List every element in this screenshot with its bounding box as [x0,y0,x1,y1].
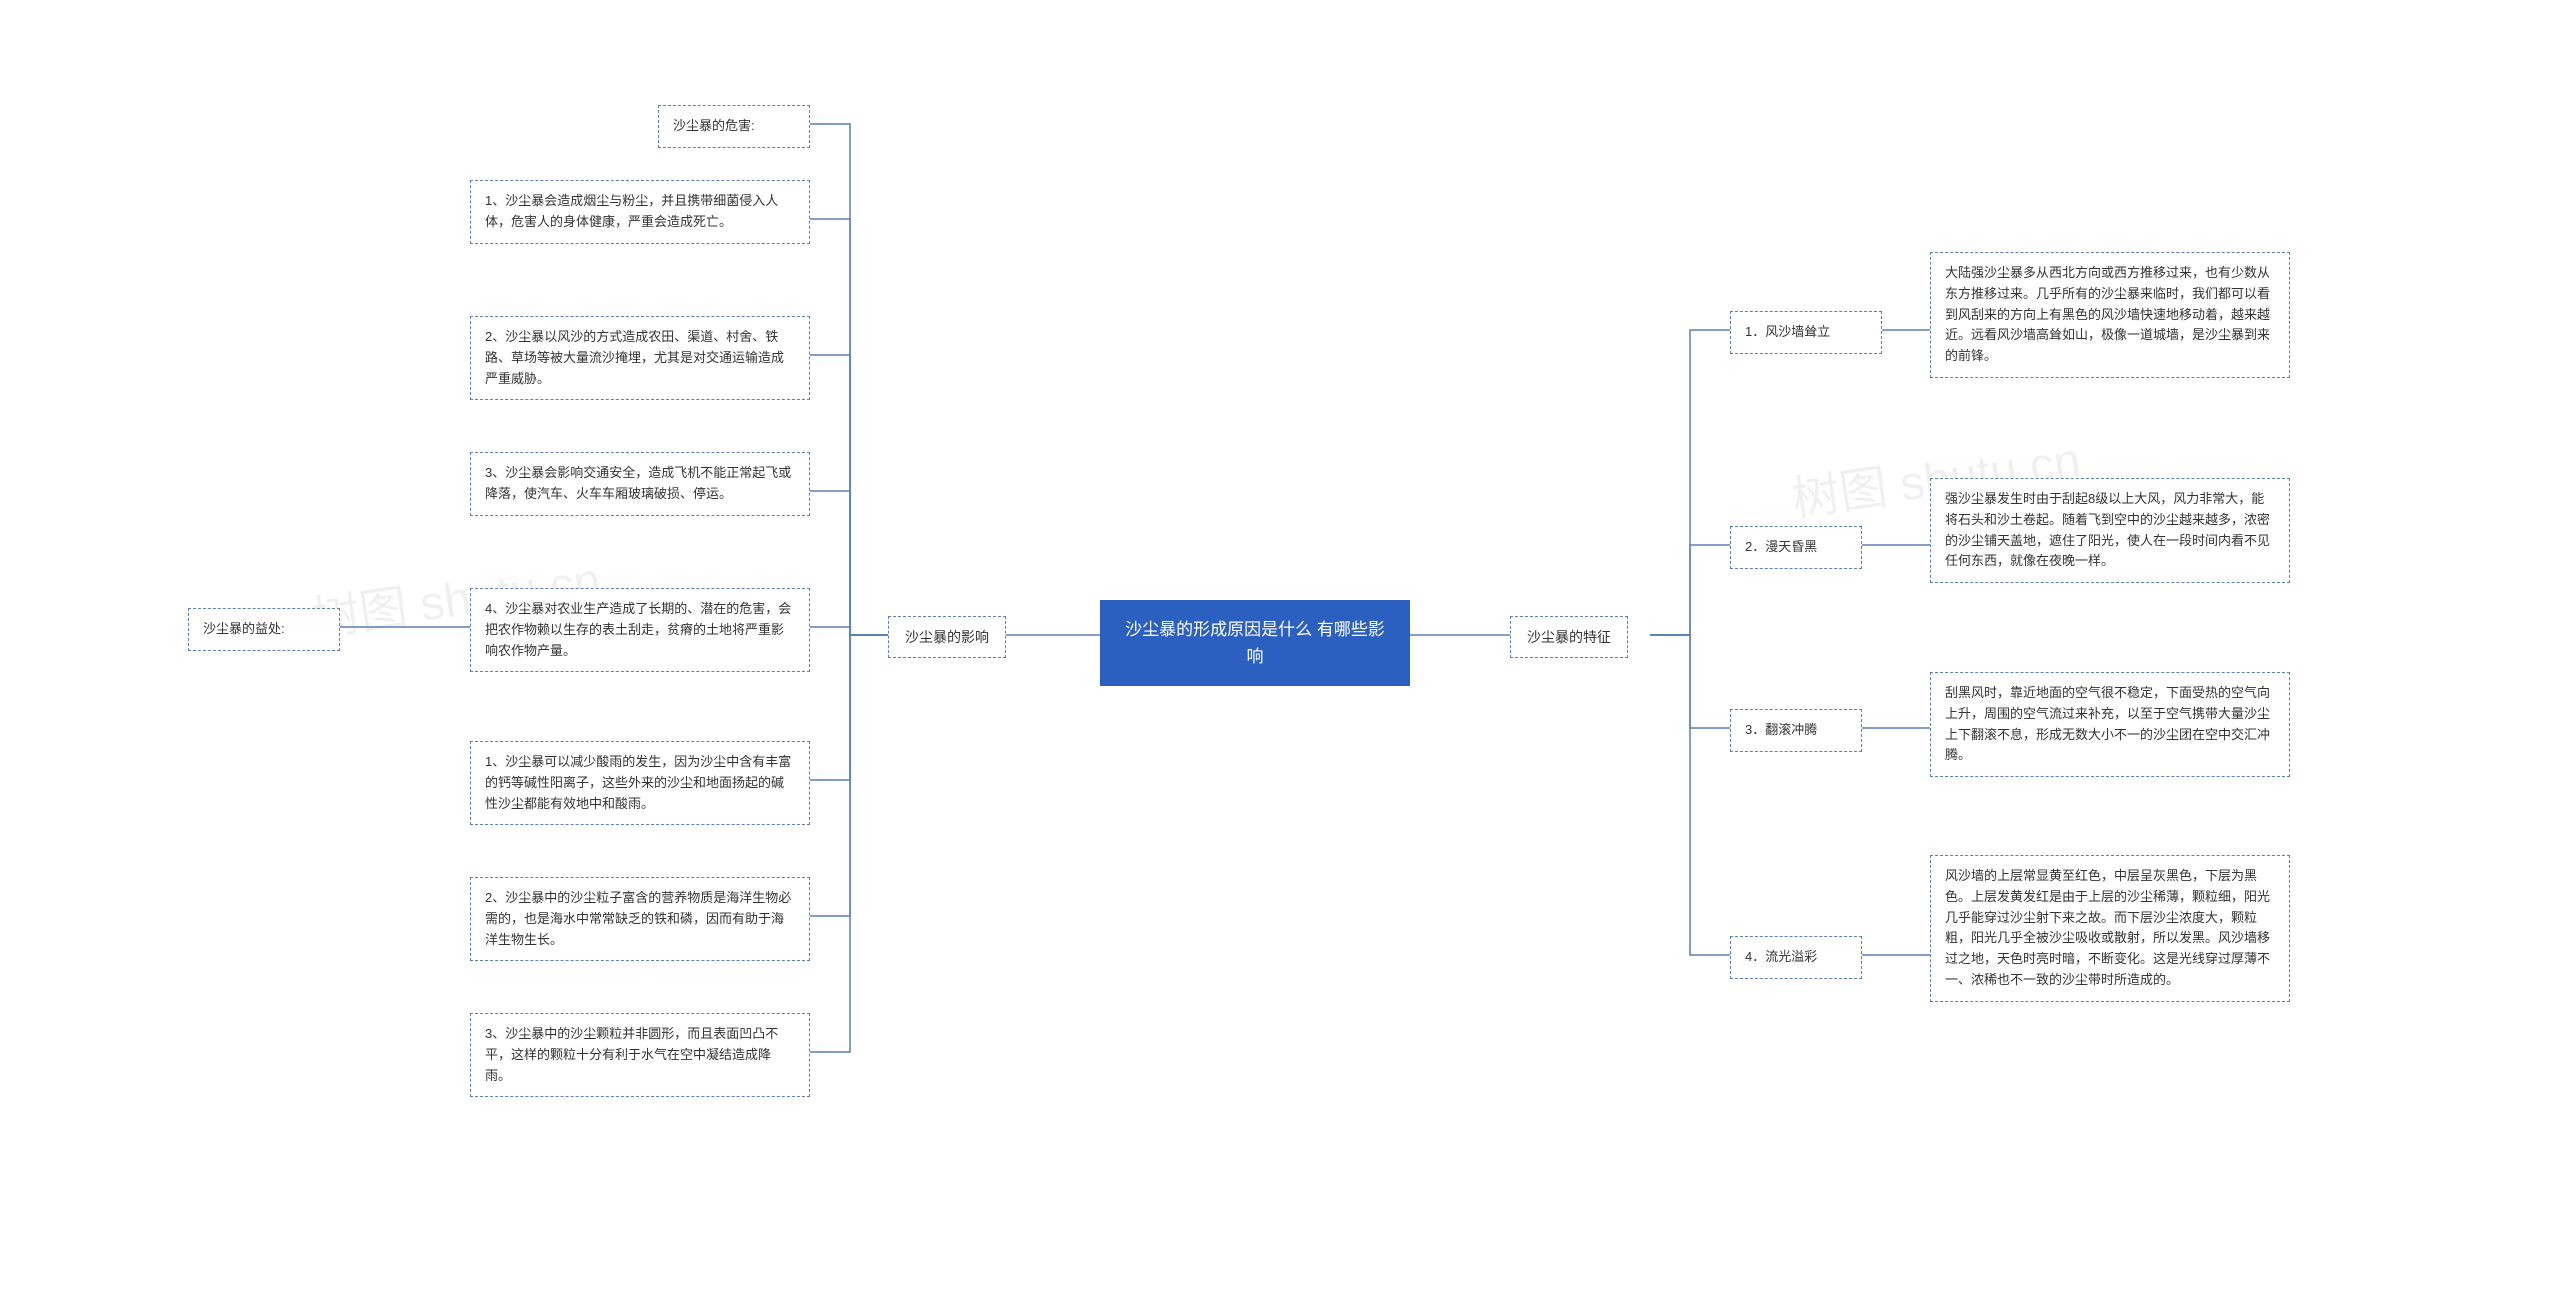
right-feature-2-title: 2．漫天昏黑 [1730,526,1862,569]
right-feature-4-body: 风沙墙的上层常显黄至红色，中层呈灰黑色，下层为黑色。上层发黄发红是由于上层的沙尘… [1930,855,2290,1002]
center-node: 沙尘暴的形成原因是什么 有哪些影响 [1100,600,1410,686]
branch-left: 沙尘暴的影响 [888,616,1006,658]
left-benefit-1: 1、沙尘暴可以减少酸雨的发生，因为沙尘中含有丰富的钙等碱性阳离子，这些外来的沙尘… [470,741,810,825]
left-benefit-2: 2、沙尘暴中的沙尘粒子富含的营养物质是海洋生物必需的，也是海水中常常缺乏的铁和磷… [470,877,810,961]
left-hazard-4: 4、沙尘暴对农业生产造成了长期的、潜在的危害，会把农作物赖以生存的表土刮走，贫瘠… [470,588,810,672]
left-hazard-1: 1、沙尘暴会造成烟尘与粉尘，并且携带细菌侵入人体，危害人的身体健康，严重会造成死… [470,180,810,244]
left-benefit-3: 3、沙尘暴中的沙尘颗粒并非圆形，而且表面凹凸不平，这样的颗粒十分有利于水气在空中… [470,1013,810,1097]
right-feature-1-title: 1．风沙墙耸立 [1730,311,1882,354]
right-feature-3-body: 刮黑风时，靠近地面的空气很不稳定，下面受热的空气向上升，周围的空气流过来补充，以… [1930,672,2290,777]
right-feature-1-body: 大陆强沙尘暴多从西北方向或西方推移过来，也有少数从东方推移过来。几乎所有的沙尘暴… [1930,252,2290,378]
branch-right: 沙尘暴的特征 [1510,616,1628,658]
right-feature-4-title: 4．流光溢彩 [1730,936,1862,979]
right-feature-2-body: 强沙尘暴发生时由于刮起8级以上大风，风力非常大，能将石头和沙土卷起。随着飞到空中… [1930,478,2290,583]
left-benefit-heading: 沙尘暴的益处: [188,608,340,651]
right-feature-3-title: 3．翻滚冲腾 [1730,709,1862,752]
left-hazard-3: 3、沙尘暴会影响交通安全，造成飞机不能正常起飞或降落，使汽车、火车车厢玻璃破损、… [470,452,810,516]
left-hazard-heading: 沙尘暴的危害: [658,105,810,148]
mindmap-canvas: 树图 shutu.cn 树图 shutu.cn 沙尘暴的形成原因是什么 有哪些影… [0,0,2560,1311]
left-hazard-2: 2、沙尘暴以风沙的方式造成农田、渠道、村舍、铁路、草场等被大量流沙掩埋，尤其是对… [470,316,810,400]
